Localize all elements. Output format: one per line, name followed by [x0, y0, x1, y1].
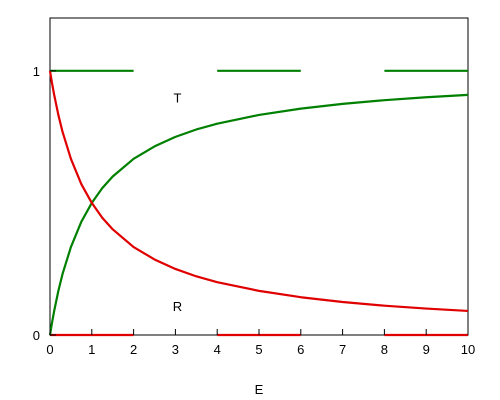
x-tick-label-1: 1 — [88, 342, 95, 357]
x-tick-label-3: 3 — [172, 342, 179, 357]
x-tick-label-4: 4 — [214, 342, 221, 357]
axis-tick-labels: 0 1 2 3 4 5 6 7 8 9 10 0 1 — [33, 64, 475, 357]
series-annotations: TR — [173, 91, 182, 315]
y-tick-label-0: 0 — [33, 328, 40, 343]
series-line-r — [48, 70, 469, 313]
x-tick-label-9: 9 — [423, 342, 430, 357]
x-tick-label-8: 8 — [381, 342, 388, 357]
x-tick-label-5: 5 — [255, 342, 262, 357]
annotation-r: R — [173, 299, 182, 314]
y-tick-label-1: 1 — [33, 64, 40, 79]
annotation-t: T — [174, 91, 182, 106]
x-tick-label-6: 6 — [297, 342, 304, 357]
x-tick-label-0: 0 — [46, 342, 53, 357]
axis-ticks — [49, 70, 469, 336]
x-tick-label-10: 10 — [461, 342, 475, 357]
series-line-t — [48, 93, 469, 336]
x-tick-label-7: 7 — [339, 342, 346, 357]
x-axis-title: E — [255, 382, 264, 397]
reference-lines — [50, 69, 468, 337]
series-lines — [48, 70, 469, 336]
x-tick-label-2: 2 — [130, 342, 137, 357]
